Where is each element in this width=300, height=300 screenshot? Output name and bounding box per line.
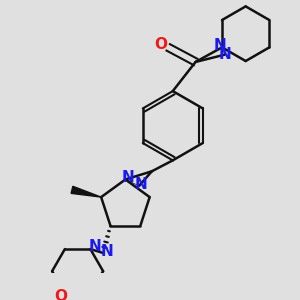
Text: N: N	[134, 176, 147, 191]
Text: O: O	[154, 37, 167, 52]
Text: N: N	[218, 47, 231, 62]
Text: N: N	[100, 244, 113, 259]
Text: N: N	[122, 170, 134, 185]
Text: O: O	[54, 289, 67, 300]
Text: N: N	[214, 38, 226, 53]
Polygon shape	[71, 186, 101, 197]
Text: N: N	[88, 239, 101, 254]
